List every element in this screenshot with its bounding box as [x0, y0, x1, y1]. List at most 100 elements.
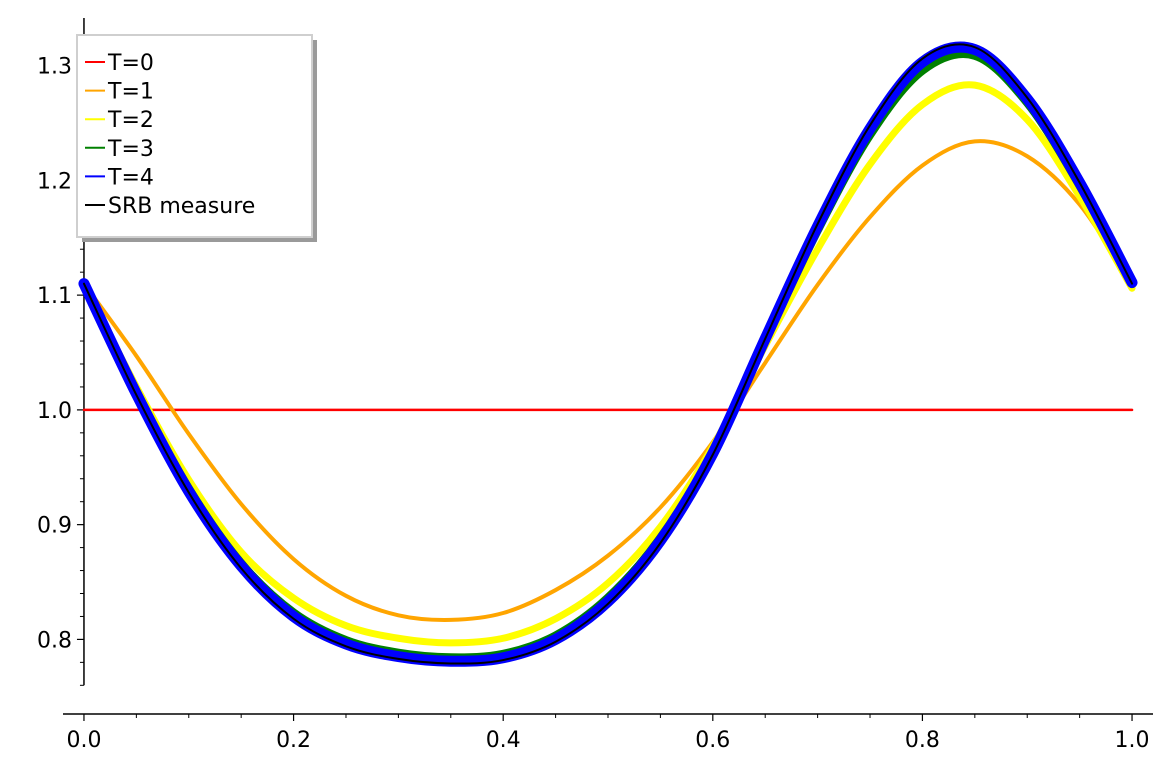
data-point: [764, 337, 767, 340]
data-point: [659, 542, 662, 544]
x-tick-label: 1.0: [1115, 728, 1150, 753]
data-point: [83, 409, 85, 411]
legend-label: T=2: [107, 108, 154, 133]
data-point: [816, 248, 819, 251]
data-point: [135, 409, 138, 411]
data-point: [607, 600, 609, 603]
data-point: [659, 506, 662, 509]
data-point: [502, 659, 504, 661]
data-point: [554, 638, 557, 641]
data-point: [345, 643, 347, 645]
legend-label: SRB measure: [108, 194, 255, 219]
data-point: [607, 582, 609, 584]
data-point: [397, 655, 400, 658]
data-point: [869, 163, 871, 166]
data-point: [974, 48, 976, 51]
data-point: [292, 615, 295, 618]
data-point: [449, 619, 452, 621]
data-point: [554, 589, 557, 591]
x-tick-label: 0.8: [905, 728, 940, 753]
data-point: [449, 642, 452, 644]
data-point: [1078, 409, 1081, 411]
data-point: [869, 216, 871, 218]
data-point: [1026, 409, 1029, 411]
x-tick-label: 0.2: [276, 728, 311, 753]
y-tick-label: 1.1: [37, 284, 72, 309]
y-tick-label: 1.0: [37, 399, 72, 424]
data-point: [292, 558, 295, 560]
y-tick-label: 0.9: [37, 514, 72, 539]
data-point: [869, 124, 871, 127]
data-point: [345, 595, 347, 597]
data-point: [345, 624, 347, 627]
data-point: [397, 409, 400, 411]
data-point: [345, 409, 347, 411]
y-tick-label: 1.3: [37, 55, 72, 80]
data-point: [607, 603, 609, 605]
data-point: [974, 46, 976, 49]
data-point: [502, 612, 504, 614]
data-point: [816, 409, 819, 411]
data-point: [135, 355, 138, 357]
data-point: [240, 409, 242, 411]
data-point: [974, 140, 976, 143]
data-point: [974, 84, 976, 86]
data-point: [921, 57, 924, 60]
data-point: [397, 637, 400, 640]
data-point: [869, 409, 871, 411]
data-point: [607, 409, 609, 411]
data-point: [187, 433, 190, 435]
data-point: [240, 503, 242, 505]
data-point: [292, 617, 295, 620]
data-point: [921, 164, 924, 167]
x-tick-label: 0.6: [695, 728, 730, 753]
data-point: [869, 127, 871, 130]
legend-box: [76, 34, 313, 238]
data-point: [1078, 181, 1081, 184]
data-point: [449, 662, 452, 665]
y-tick-label: 0.8: [37, 628, 72, 653]
y-tick-label: 1.2: [37, 169, 72, 194]
data-point: [449, 660, 452, 663]
data-point: [1131, 409, 1133, 411]
data-point: [187, 409, 190, 411]
data-point: [816, 223, 819, 225]
data-point: [1078, 195, 1081, 198]
legend-label: T=0: [107, 51, 154, 76]
x-tick-label: 0.4: [486, 728, 521, 753]
data-point: [83, 282, 85, 285]
plot-lines: [78, 41, 1138, 667]
x-tick-label: 0.0: [66, 728, 101, 753]
data-point: [345, 645, 347, 648]
legend-label: T=3: [107, 137, 154, 162]
data-point: [1131, 282, 1133, 285]
legend: T=0 T=1 T=2 T=3 T=4 SRB measure: [76, 34, 317, 242]
data-point: [659, 409, 662, 411]
data-point: [397, 614, 400, 617]
data-point: [1026, 155, 1029, 158]
data-point: [502, 409, 504, 411]
legend-label: T=1: [107, 80, 154, 105]
data-point: [292, 409, 295, 411]
data-point: [659, 526, 662, 528]
data-point: [1078, 203, 1081, 206]
data-point: [502, 656, 504, 659]
data-point: [764, 362, 767, 364]
data-point: [554, 640, 557, 643]
axes: 0.0 0.2 0.4 0.6 0.8 1.0 0.8 0.9 1.0 1.1 1.2 1.3: [37, 18, 1153, 753]
data-point: [135, 394, 138, 396]
data-point: [921, 69, 924, 71]
data-point: [554, 617, 557, 620]
data-point: [712, 409, 714, 411]
data-point: [607, 554, 609, 557]
data-point: [1026, 118, 1029, 121]
data-point: [240, 551, 242, 553]
data-point: [554, 409, 557, 411]
legend-label: T=4: [107, 165, 154, 190]
data-point: [974, 409, 976, 411]
data-point: [816, 284, 819, 286]
data-point: [921, 61, 924, 63]
data-point: [1026, 96, 1029, 99]
data-point: [921, 103, 924, 106]
